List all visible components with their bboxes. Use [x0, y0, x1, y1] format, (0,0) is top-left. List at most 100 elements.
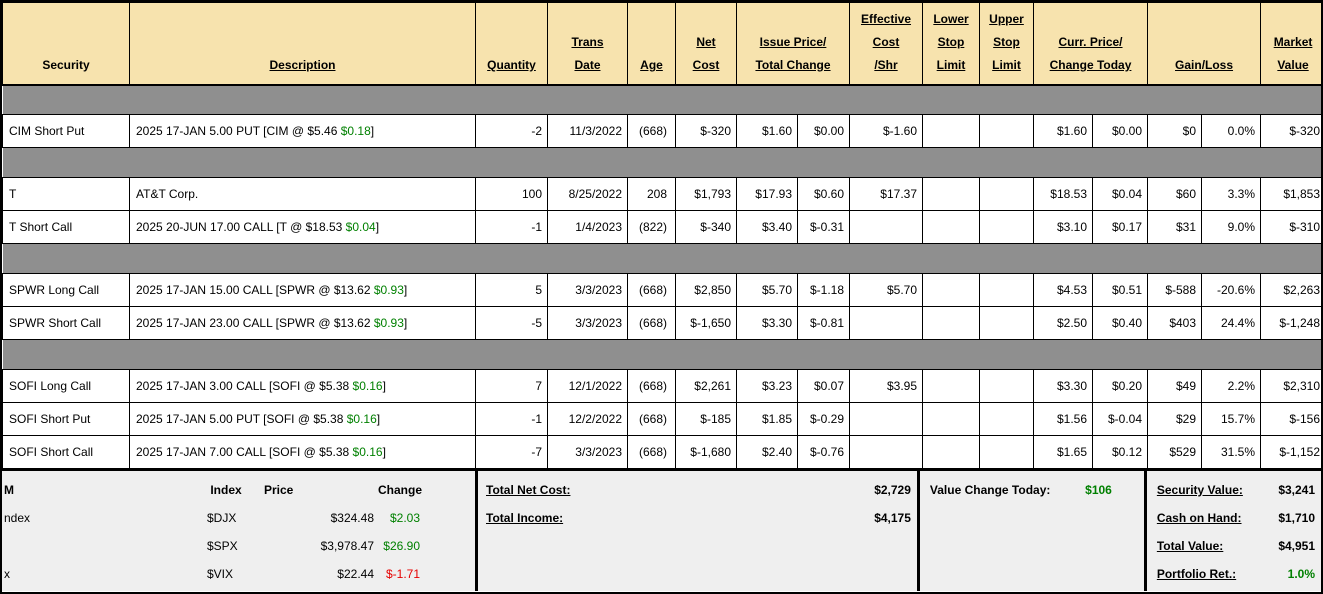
- cell-gain-pct[interactable]: 15.7%: [1201, 402, 1262, 436]
- cell-total-change[interactable]: $-0.76: [797, 435, 850, 469]
- cell-upper-stop[interactable]: [979, 273, 1034, 307]
- cell-age[interactable]: 208: [627, 177, 676, 211]
- cell-security[interactable]: SOFI Short Put: [2, 402, 130, 436]
- cell-change-today[interactable]: $-0.04: [1091, 402, 1149, 436]
- cell-gain-pct[interactable]: 2.2%: [1201, 369, 1262, 403]
- col-header-quantity[interactable]: Quantity: [475, 2, 548, 86]
- cell-total-change[interactable]: $0.60: [797, 177, 850, 211]
- col-header-age[interactable]: Age: [627, 2, 676, 86]
- cell-lower-stop[interactable]: [922, 177, 980, 211]
- cell-trans-date[interactable]: 12/1/2022: [547, 369, 628, 403]
- cell-curr-price[interactable]: $1.60: [1033, 114, 1093, 148]
- cell-issue-price[interactable]: $3.40: [736, 210, 798, 244]
- cell-net-cost[interactable]: $-185: [675, 402, 737, 436]
- cell-gain[interactable]: $-588: [1147, 273, 1203, 307]
- cell-issue-price[interactable]: $3.30: [736, 306, 798, 340]
- cell-quantity[interactable]: 7: [475, 369, 548, 403]
- cell-gain[interactable]: $403: [1147, 306, 1203, 340]
- cell-age[interactable]: (668): [627, 435, 676, 469]
- cell-curr-price[interactable]: $1.56: [1033, 402, 1093, 436]
- cell-upper-stop[interactable]: [979, 435, 1034, 469]
- cell-issue-price[interactable]: $3.23: [736, 369, 798, 403]
- cell-gain-pct[interactable]: 9.0%: [1201, 210, 1262, 244]
- col-header-upper-stop[interactable]: Upper Stop Limit: [979, 2, 1034, 86]
- cell-net-cost[interactable]: $1,793: [675, 177, 737, 211]
- cell-curr-price[interactable]: $3.30: [1033, 369, 1093, 403]
- cell-trans-date[interactable]: 11/3/2022: [547, 114, 628, 148]
- cell-net-cost[interactable]: $-340: [675, 210, 737, 244]
- cell-effective-cost[interactable]: $5.70: [849, 273, 923, 307]
- cell-effective-cost[interactable]: [849, 435, 923, 469]
- cell-change-today[interactable]: $0.04: [1091, 177, 1149, 211]
- cell-age[interactable]: (668): [627, 369, 676, 403]
- cell-curr-price[interactable]: $18.53: [1033, 177, 1093, 211]
- cell-issue-price[interactable]: $2.40: [736, 435, 798, 469]
- cell-net-cost[interactable]: $-1,650: [675, 306, 737, 340]
- cell-market-value[interactable]: $2,263: [1260, 273, 1321, 307]
- col-header-security[interactable]: Security: [2, 2, 130, 86]
- cell-security[interactable]: CIM Short Put: [2, 114, 130, 148]
- cell-quantity[interactable]: 5: [475, 273, 548, 307]
- cell-gain-pct[interactable]: 0.0%: [1201, 114, 1262, 148]
- cell-effective-cost[interactable]: [849, 402, 923, 436]
- cell-security[interactable]: SPWR Long Call: [2, 273, 130, 307]
- cell-gain[interactable]: $0: [1147, 114, 1203, 148]
- cell-market-value[interactable]: $2,310: [1260, 369, 1321, 403]
- cell-lower-stop[interactable]: [922, 114, 980, 148]
- cell-lower-stop[interactable]: [922, 435, 980, 469]
- cell-total-change[interactable]: $-0.31: [797, 210, 850, 244]
- cell-issue-price[interactable]: $17.93: [736, 177, 798, 211]
- cell-trans-date[interactable]: 12/2/2022: [547, 402, 628, 436]
- col-header-gain-loss[interactable]: Gain/Loss: [1147, 2, 1262, 86]
- cell-quantity[interactable]: -7: [475, 435, 548, 469]
- cell-security[interactable]: SOFI Short Call: [2, 435, 130, 469]
- cell-net-cost[interactable]: $2,850: [675, 273, 737, 307]
- cell-quantity[interactable]: -2: [475, 114, 548, 148]
- cell-quantity[interactable]: -1: [475, 210, 548, 244]
- col-header-issue-price[interactable]: Issue Price/ Total Change: [736, 2, 850, 86]
- cell-trans-date[interactable]: 1/4/2023: [547, 210, 628, 244]
- cell-description[interactable]: 2025 17-JAN 15.00 CALL [SPWR @ $13.62 $0…: [129, 273, 476, 307]
- cell-market-value[interactable]: $-156: [1260, 402, 1321, 436]
- cell-change-today[interactable]: $0.40: [1091, 306, 1149, 340]
- cell-quantity[interactable]: -1: [475, 402, 548, 436]
- col-header-trans-date[interactable]: Trans Date: [547, 2, 628, 86]
- cell-issue-price[interactable]: $1.85: [736, 402, 798, 436]
- col-header-lower-stop[interactable]: Lower Stop Limit: [922, 2, 980, 86]
- cell-description[interactable]: 2025 17-JAN 3.00 CALL [SOFI @ $5.38 $0.1…: [129, 369, 476, 403]
- cell-change-today[interactable]: $0.51: [1091, 273, 1149, 307]
- cell-effective-cost[interactable]: [849, 210, 923, 244]
- cell-quantity[interactable]: 100: [475, 177, 548, 211]
- cell-description[interactable]: 2025 17-JAN 5.00 PUT [CIM @ $5.46 $0.18]: [129, 114, 476, 148]
- cell-curr-price[interactable]: $2.50: [1033, 306, 1093, 340]
- cell-change-today[interactable]: $0.12: [1091, 435, 1149, 469]
- cell-gain[interactable]: $29: [1147, 402, 1203, 436]
- cell-description[interactable]: 2025 17-JAN 5.00 PUT [SOFI @ $5.38 $0.16…: [129, 402, 476, 436]
- cell-age[interactable]: (668): [627, 306, 676, 340]
- col-header-market-value[interactable]: Market Value: [1260, 2, 1321, 86]
- cell-trans-date[interactable]: 3/3/2023: [547, 306, 628, 340]
- cell-total-change[interactable]: $0.00: [797, 114, 850, 148]
- cell-gain-pct[interactable]: 24.4%: [1201, 306, 1262, 340]
- cell-security[interactable]: T: [2, 177, 130, 211]
- cell-market-value[interactable]: $1,853: [1260, 177, 1321, 211]
- cell-lower-stop[interactable]: [922, 402, 980, 436]
- cell-upper-stop[interactable]: [979, 210, 1034, 244]
- cell-gain-pct[interactable]: 3.3%: [1201, 177, 1262, 211]
- cell-upper-stop[interactable]: [979, 402, 1034, 436]
- col-header-description[interactable]: Description: [129, 2, 476, 86]
- cell-total-change[interactable]: $0.07: [797, 369, 850, 403]
- cell-gain-pct[interactable]: -20.6%: [1201, 273, 1262, 307]
- cell-curr-price[interactable]: $3.10: [1033, 210, 1093, 244]
- cell-lower-stop[interactable]: [922, 369, 980, 403]
- cell-net-cost[interactable]: $-320: [675, 114, 737, 148]
- cell-change-today[interactable]: $0.20: [1091, 369, 1149, 403]
- cell-quantity[interactable]: -5: [475, 306, 548, 340]
- cell-market-value[interactable]: $-320: [1260, 114, 1321, 148]
- cell-age[interactable]: (668): [627, 273, 676, 307]
- cell-gain[interactable]: $31: [1147, 210, 1203, 244]
- cell-market-value[interactable]: $-1,248: [1260, 306, 1321, 340]
- cell-gain-pct[interactable]: 31.5%: [1201, 435, 1262, 469]
- cell-net-cost[interactable]: $2,261: [675, 369, 737, 403]
- cell-lower-stop[interactable]: [922, 273, 980, 307]
